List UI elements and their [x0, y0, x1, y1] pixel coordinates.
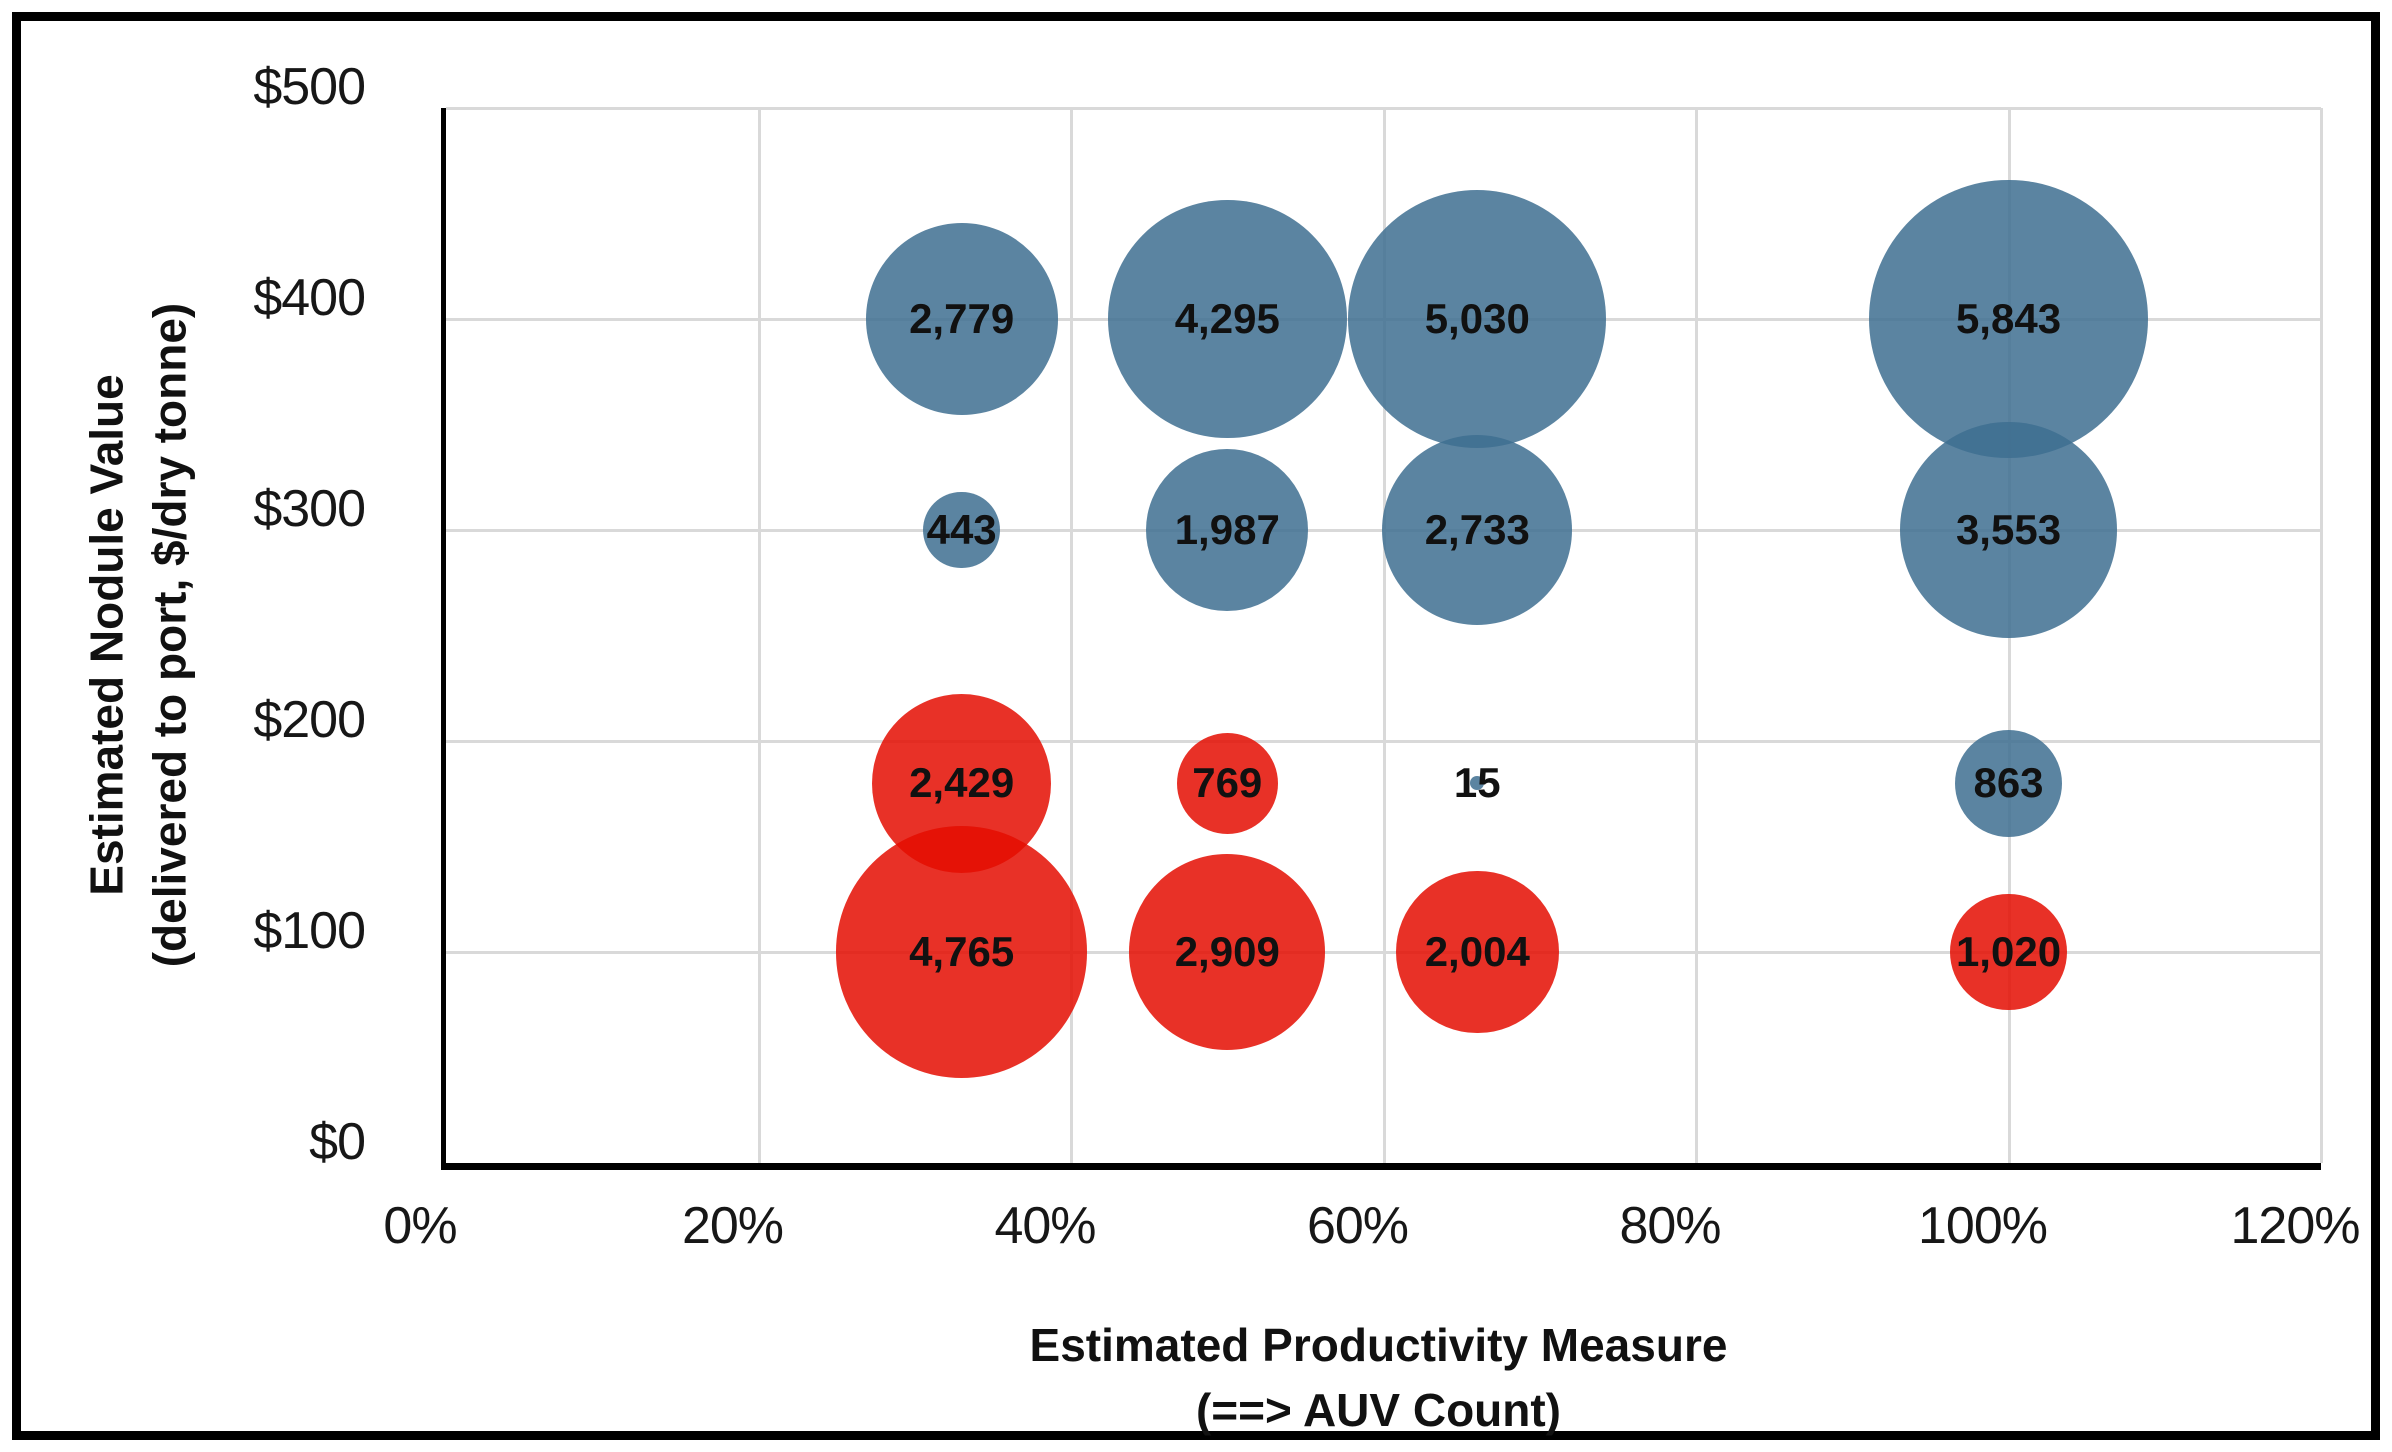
bubble-label: 769	[1192, 759, 1263, 807]
bubble-label: 2,779	[909, 295, 1015, 342]
y-axis-title: Estimated Nodule Value (delivered to por…	[76, 303, 203, 968]
y-tick-label: $100	[253, 902, 366, 960]
gridline-vertical	[1695, 108, 1698, 1163]
x-tick-label: 120%	[2230, 1197, 2361, 1255]
bubble-label: 2,733	[1424, 506, 1530, 553]
bubble	[865, 223, 1058, 415]
x-tick-label: 60%	[1306, 1197, 1409, 1255]
bubble	[1129, 853, 1326, 1051]
y-tick-label: $300	[253, 480, 366, 538]
gridline-vertical	[1070, 108, 1073, 1163]
bubble	[1146, 448, 1309, 612]
bubble-label: 2,004	[1424, 928, 1530, 975]
x-tick-label: 100%	[1918, 1197, 2048, 1255]
gridline-vertical	[757, 108, 761, 1163]
gridline-vertical	[1382, 108, 1386, 1163]
x-axis-title: Estimated Productivity Measure (==> AUV …	[441, 1313, 2316, 1444]
x-axis-title-line2: (==> AUV Count)	[1195, 1384, 1562, 1437]
gridline-vertical	[2320, 108, 2323, 1163]
y-tick-label: $200	[253, 691, 366, 749]
gridline-horizontal	[446, 951, 2321, 954]
bubble-label: 15	[1453, 759, 1501, 807]
y-axis-title-line1: Estimated Nodule Value	[80, 374, 133, 896]
bubble-label: 1,987	[1174, 506, 1280, 553]
bubble-label: 4,765	[909, 928, 1015, 975]
y-tick-label: $400	[253, 269, 366, 327]
bubble-label: 1,020	[1955, 928, 2062, 975]
x-tick-label: 20%	[681, 1197, 784, 1255]
bubble	[1382, 434, 1573, 626]
bubble	[835, 826, 1088, 1078]
bubble	[1176, 732, 1278, 834]
bubble	[1107, 199, 1347, 439]
gridline-horizontal	[446, 740, 2321, 743]
bubble	[1900, 421, 2117, 639]
bubble	[1395, 870, 1559, 1034]
bubble	[1950, 893, 2067, 1011]
bubble	[1348, 189, 1607, 449]
x-axis-title-line1: Estimated Productivity Measure	[1029, 1319, 1728, 1371]
x-tick-label: 0%	[383, 1197, 457, 1255]
y-tick-label: $500	[253, 58, 366, 116]
bubble	[1470, 776, 1485, 791]
bubble-label: 3,553	[1955, 506, 2062, 553]
gridline-horizontal	[446, 107, 2321, 110]
bubble-label: 4,295	[1174, 295, 1280, 342]
bubble-label: 2,429	[909, 759, 1015, 807]
bubble	[923, 491, 1000, 569]
y-tick-label: $0	[309, 1113, 366, 1171]
bubble-label: 5,030	[1424, 295, 1530, 342]
y-axis-title-line2: (delivered to port, $/dry tonne)	[144, 302, 196, 968]
bubble	[1869, 179, 2148, 459]
x-tick-label: 40%	[994, 1197, 1096, 1255]
bubble-label: 2,909	[1174, 928, 1280, 975]
chart-outer-frame: Estimated Nodule Value (delivered to por…	[12, 12, 2380, 1440]
bubble	[1955, 729, 2062, 837]
bubble-label: 5,843	[1955, 295, 2062, 342]
plot-area: 2,779 4,295 5,030 5,843 443 1,987 2,733 3,553 15…	[441, 107, 2323, 1170]
bubble-label: 863	[1973, 759, 2044, 807]
bubble-label: 443	[926, 506, 997, 553]
x-tick-label: 80%	[1619, 1197, 1721, 1255]
